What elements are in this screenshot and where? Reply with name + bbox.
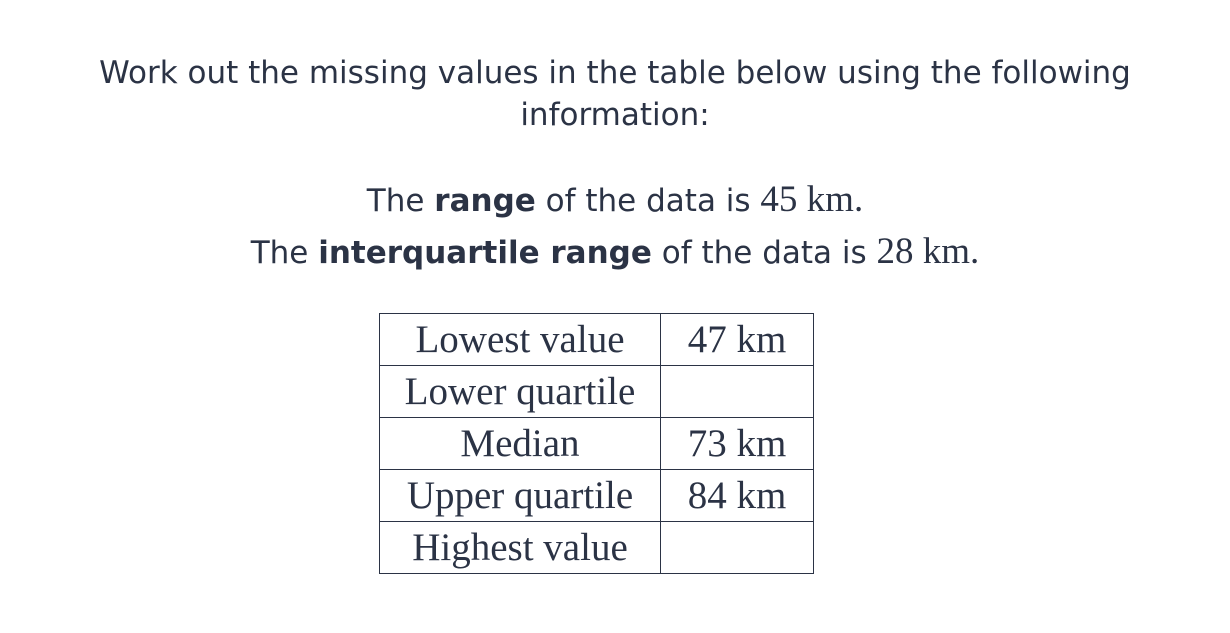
question-line-1: Work out the missing values in the table… [99,55,1131,91]
table-row: Upper quartile 84 km [379,469,814,522]
row-value-highest-value [660,521,814,574]
row-value-lowest-value: 47 km [660,313,814,366]
row-label-median: Median [379,417,661,470]
range-value: 45 km. [760,179,864,220]
iqr-prefix: The [250,235,319,271]
range-term: range [434,183,536,219]
iqr-value: 28 km. [876,231,980,272]
table-row: Lower quartile [379,365,814,418]
question-text: Work out the missing values in the table… [0,52,1230,136]
row-label-highest-value: Highest value [379,521,661,574]
summary-table: Lowest value 47 km Lower quartile Median… [379,313,814,574]
row-value-upper-quartile: 84 km [660,469,814,522]
iqr-suffix: of the data is [651,235,877,271]
iqr-statement: The interquartile range of the data is 2… [0,230,1230,273]
row-value-median: 73 km [660,417,814,470]
question-line-2: information: [520,97,710,133]
range-prefix: The [366,183,435,219]
row-label-upper-quartile: Upper quartile [379,469,661,522]
row-label-lowest-value: Lowest value [379,313,661,366]
table-row: Highest value [379,521,814,574]
row-label-lower-quartile: Lower quartile [379,365,661,418]
table-row: Median 73 km [379,417,814,470]
iqr-term: interquartile range [318,235,652,271]
row-value-lower-quartile [660,365,814,418]
table-row: Lowest value 47 km [379,313,814,366]
range-statement: The range of the data is 45 km. [0,178,1230,221]
range-suffix: of the data is [535,183,761,219]
